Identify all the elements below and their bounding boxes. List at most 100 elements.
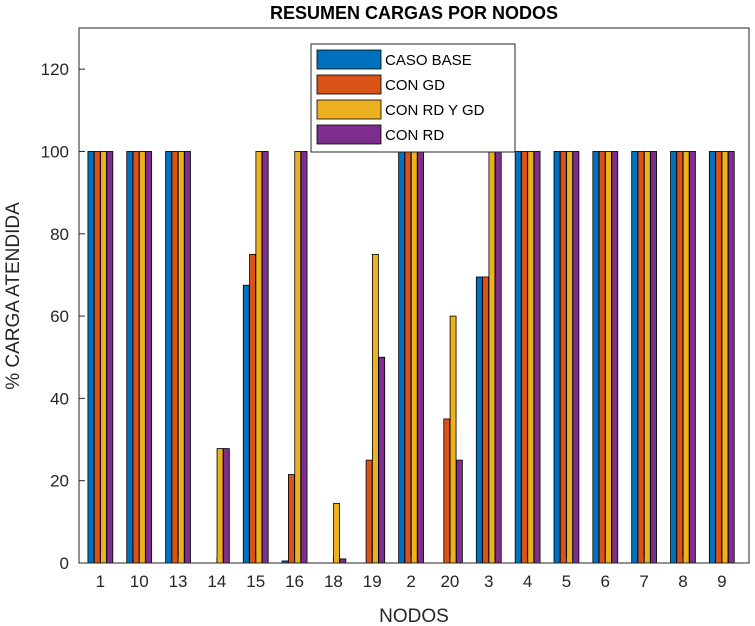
y-tick-label: 120 bbox=[41, 60, 69, 79]
x-tick-label: 4 bbox=[523, 572, 532, 591]
bar-15-series-0 bbox=[242, 284, 250, 564]
bar-6-series-2 bbox=[605, 151, 612, 564]
bar-15-series-2 bbox=[255, 151, 263, 564]
bar-18-series-2 bbox=[333, 502, 340, 564]
bar-7-series-0 bbox=[631, 151, 639, 564]
x-tick-label: 18 bbox=[324, 572, 343, 591]
bar-3-series-0 bbox=[475, 276, 483, 564]
y-tick-label: 0 bbox=[60, 554, 69, 573]
bar-13-series-1 bbox=[171, 151, 179, 564]
bar-4-series-3 bbox=[533, 151, 541, 564]
bar-6-series-1 bbox=[598, 151, 606, 564]
x-tick-label: 7 bbox=[639, 572, 648, 591]
bar-13-series-2 bbox=[177, 151, 185, 564]
bar-16-series-3 bbox=[300, 151, 308, 564]
legend-label-2: CON RD Y GD bbox=[385, 102, 485, 119]
bar-4-series-1 bbox=[521, 151, 528, 564]
x-tick-label: 10 bbox=[130, 572, 149, 591]
x-tick-label: 19 bbox=[363, 572, 382, 591]
legend: CASO BASE CON GD CON RD Y GD CON RD bbox=[310, 43, 516, 153]
x-tick-label: 20 bbox=[440, 572, 459, 591]
bar-3-series-1 bbox=[482, 276, 489, 564]
axes-box bbox=[78, 27, 750, 564]
bar-2-series-2 bbox=[410, 151, 418, 564]
bar-7-series-2 bbox=[643, 151, 651, 564]
bar-2-series-0 bbox=[398, 151, 406, 564]
bar-5-series-1 bbox=[559, 151, 567, 564]
x-tick-label: 13 bbox=[169, 572, 188, 591]
bar-10-series-2 bbox=[138, 151, 146, 564]
chart-title: RESUMEN CARGAS POR NODOS bbox=[270, 3, 558, 23]
bar-19-series-2 bbox=[372, 253, 379, 564]
y-tick-label: 100 bbox=[41, 142, 69, 161]
bar-10-series-0 bbox=[126, 151, 134, 564]
bar-9-series-3 bbox=[727, 151, 735, 564]
y-axis-label: % CARGA ATENDIDA bbox=[3, 202, 24, 390]
bar-16-series-2 bbox=[294, 151, 302, 564]
bar-9-series-2 bbox=[721, 151, 729, 564]
x-tick-label: 16 bbox=[285, 572, 304, 591]
x-tick-label: 15 bbox=[246, 572, 265, 591]
bar-3-series-2 bbox=[488, 151, 496, 564]
y-tick-label: 60 bbox=[50, 307, 69, 326]
y-axis: 0 20 40 60 80 100 120 bbox=[41, 60, 85, 573]
bar-9-series-1 bbox=[715, 151, 723, 564]
bar-1-series-2 bbox=[100, 151, 107, 564]
legend-swatch-1 bbox=[316, 74, 382, 95]
legend-label-0: CASO BASE bbox=[385, 52, 472, 69]
bar-19-series-3 bbox=[378, 356, 386, 564]
x-tick-label: 3 bbox=[484, 572, 493, 591]
y-tick-label: 20 bbox=[50, 472, 69, 491]
bar-8-series-3 bbox=[689, 151, 696, 564]
x-tick-label: 8 bbox=[678, 572, 687, 591]
bar-7-series-3 bbox=[650, 151, 657, 564]
bar-19-series-1 bbox=[365, 459, 373, 564]
bar-2-series-1 bbox=[404, 151, 412, 564]
x-tick-label: 5 bbox=[562, 572, 571, 591]
bars-group bbox=[87, 151, 735, 564]
bar-6-series-0 bbox=[592, 151, 600, 564]
bar-8-series-2 bbox=[682, 151, 690, 564]
bar-15-series-1 bbox=[249, 253, 256, 564]
bar-8-series-1 bbox=[676, 151, 684, 564]
x-axis-label: NODOS bbox=[379, 606, 449, 626]
legend-swatch-0 bbox=[316, 49, 382, 70]
bar-7-series-1 bbox=[637, 151, 645, 564]
x-tick-label: 9 bbox=[717, 572, 726, 591]
bar-3-series-3 bbox=[494, 151, 502, 564]
bar-1-series-3 bbox=[106, 151, 114, 564]
bar-4-series-2 bbox=[527, 151, 535, 564]
bar-16-series-1 bbox=[288, 474, 295, 564]
legend-label-1: CON GD bbox=[385, 77, 445, 94]
bar-5-series-2 bbox=[566, 151, 573, 564]
bar-14-series-2 bbox=[216, 448, 224, 564]
x-tick-label: 14 bbox=[207, 572, 226, 591]
bar-1-series-0 bbox=[87, 151, 95, 564]
bar-5-series-3 bbox=[572, 151, 580, 564]
x-tick-label: 2 bbox=[406, 572, 415, 591]
bar-20-series-1 bbox=[443, 418, 451, 564]
bar-10-series-1 bbox=[132, 151, 140, 564]
bar-20-series-3 bbox=[455, 459, 463, 564]
legend-swatch-2 bbox=[316, 99, 382, 120]
x-axis: 1 10 13 14 15 16 18 19 2 20 3 4 5 6 7 8 9 bbox=[96, 557, 727, 591]
x-tick-label: 1 bbox=[96, 572, 105, 591]
bar-9-series-0 bbox=[708, 151, 716, 564]
bar-18-series-3 bbox=[339, 558, 347, 564]
bar-8-series-0 bbox=[670, 151, 677, 564]
y-tick-label: 80 bbox=[50, 225, 69, 244]
bar-13-series-3 bbox=[184, 151, 191, 564]
legend-label-3: CON RD bbox=[385, 127, 444, 144]
y-tick-label: 40 bbox=[50, 389, 69, 408]
bar-2-series-3 bbox=[417, 151, 424, 564]
legend-swatch-3 bbox=[316, 124, 382, 145]
bar-4-series-0 bbox=[514, 151, 522, 564]
bar-1-series-1 bbox=[93, 151, 101, 564]
bar-14-series-3 bbox=[222, 448, 230, 564]
bar-15-series-3 bbox=[261, 151, 269, 564]
bar-10-series-3 bbox=[145, 151, 153, 564]
bar-13-series-0 bbox=[165, 151, 172, 564]
bar-6-series-3 bbox=[611, 151, 619, 564]
bar-5-series-0 bbox=[553, 151, 561, 564]
